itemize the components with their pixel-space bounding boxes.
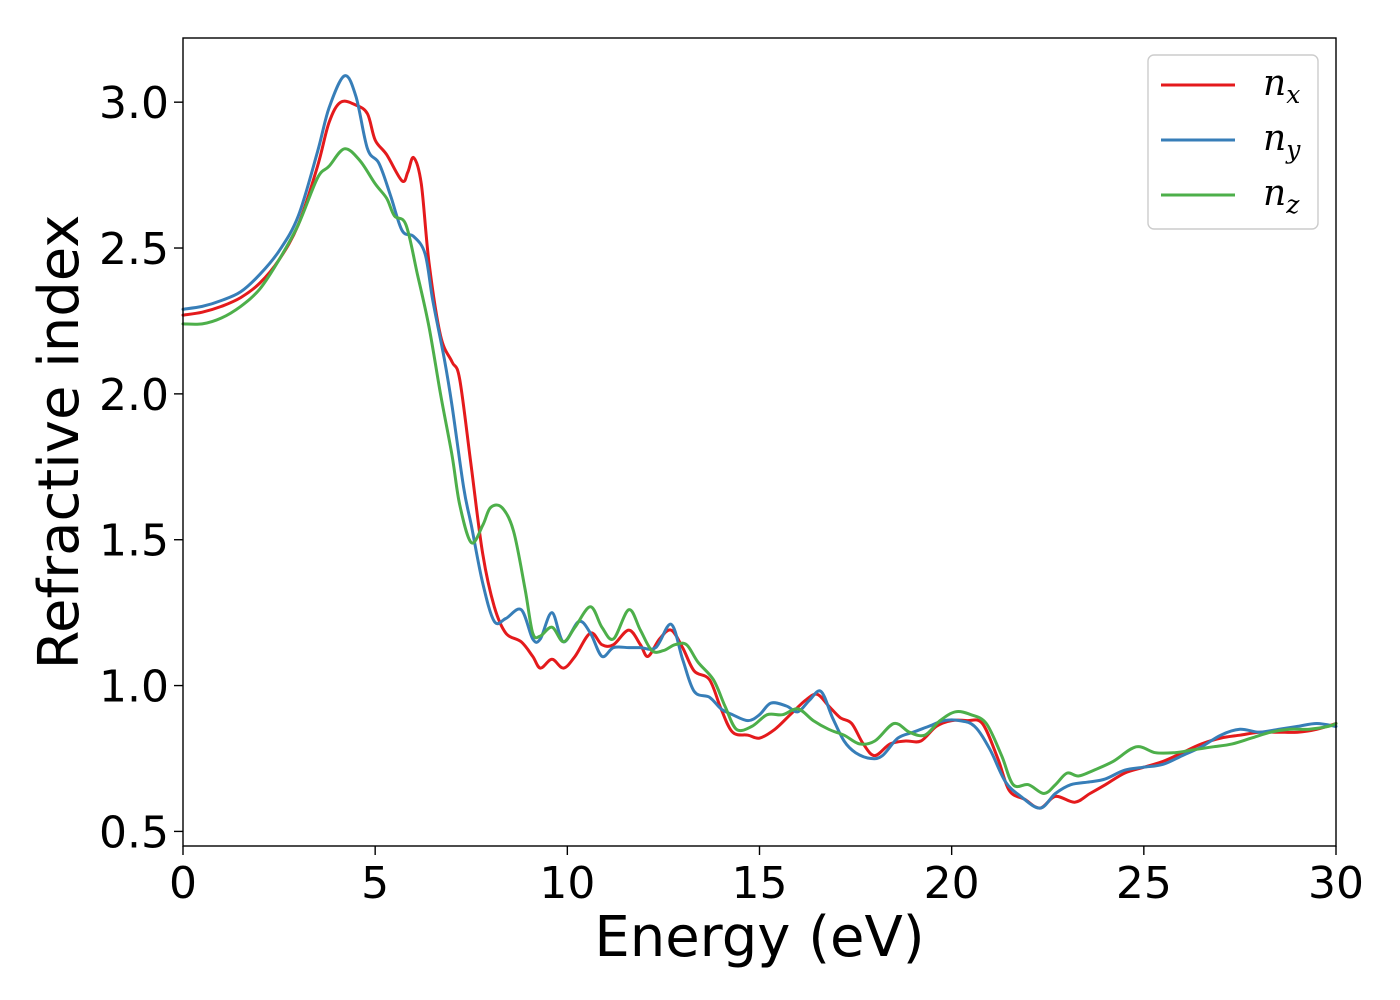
legend-label-x: nx — [1263, 63, 1300, 109]
legend-box — [1147, 54, 1319, 230]
y-tick-label: 1.0 — [99, 662, 169, 713]
y-tick-label: 0.5 — [99, 807, 169, 858]
y-tick-label: 1.5 — [99, 516, 169, 567]
series-line-x — [181, 99, 1338, 810]
ticks-layer: 0 5 10 15 20 25 30 0.5 1.0 1.5 2.0 2.5 3.0 — [99, 78, 1364, 909]
y-tick-label: 2.5 — [99, 224, 169, 275]
x-tick-label: 15 — [732, 858, 788, 909]
series-line-y — [181, 74, 1338, 810]
x-tick-label: 20 — [924, 858, 980, 909]
x-tick-label: 30 — [1308, 858, 1364, 909]
x-tick-label: 0 — [169, 858, 197, 909]
y-tick-label: 3.0 — [99, 78, 169, 129]
series-line-z — [181, 147, 1338, 795]
x-tick-label: 10 — [539, 858, 595, 909]
x-tick-label: 25 — [1116, 858, 1172, 909]
y-tick-label: 2.0 — [99, 370, 169, 421]
x-axis-title: Energy (eV) — [594, 905, 924, 970]
y-axis-title: Refractive index — [27, 215, 92, 670]
legend-label-y: ny — [1263, 118, 1301, 164]
x-tick-label: 5 — [361, 858, 389, 909]
legend: nx ny nz — [1147, 54, 1319, 230]
series-layer — [181, 74, 1338, 810]
legend-label-z: nz — [1263, 173, 1300, 219]
